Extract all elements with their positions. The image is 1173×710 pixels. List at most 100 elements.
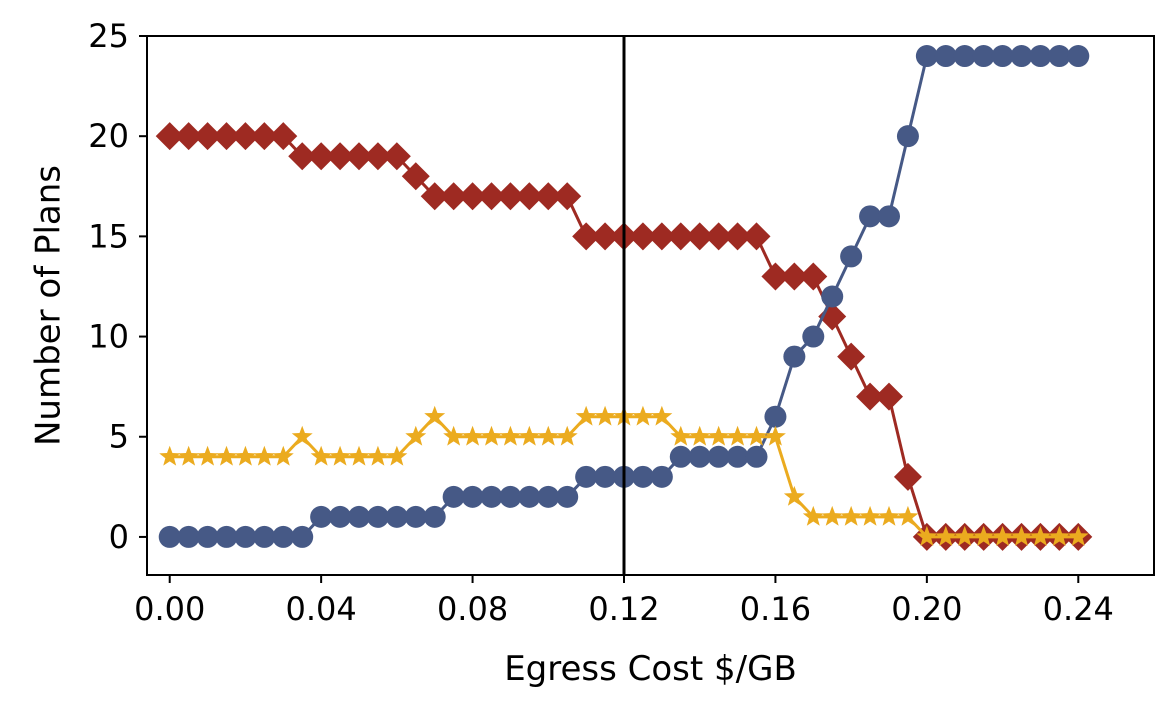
data-point [348, 505, 370, 528]
data-point [575, 405, 597, 426]
data-point [386, 445, 408, 466]
data-point [935, 525, 957, 546]
data-point [666, 222, 695, 251]
data-point [178, 445, 200, 466]
data-point [155, 122, 184, 151]
data-point [310, 445, 332, 466]
data-point [231, 122, 260, 151]
data-point [572, 222, 601, 251]
data-point [534, 182, 563, 211]
data-point [742, 222, 771, 251]
data-point [1067, 525, 1089, 546]
data-point [761, 262, 790, 291]
data-point [934, 45, 957, 68]
data-point [897, 505, 919, 526]
y-tick-label: 25 [88, 17, 129, 55]
y-tick-label: 0 [109, 518, 129, 556]
data-point [953, 45, 976, 68]
data-point [310, 505, 333, 528]
data-point [670, 425, 692, 446]
data-point [594, 405, 616, 426]
x-tick-label: 0.20 [891, 590, 962, 628]
data-point [632, 405, 654, 426]
data-point [458, 182, 487, 211]
data-point [915, 45, 938, 68]
data-point [859, 205, 882, 228]
data-point [272, 525, 295, 548]
data-point [916, 525, 938, 546]
data-point [272, 445, 294, 466]
data-point [954, 525, 976, 546]
data-point [1029, 45, 1052, 68]
data-point [783, 485, 805, 506]
data-point [481, 425, 502, 446]
data-point [727, 425, 749, 446]
data-point [628, 222, 657, 251]
data-point [423, 505, 446, 528]
data-point [537, 425, 559, 446]
data-point [1010, 45, 1033, 68]
data-point [515, 182, 544, 211]
data-point [216, 445, 237, 466]
data-point [802, 325, 825, 348]
data-point [499, 425, 521, 446]
data-point [480, 485, 503, 508]
data-point [518, 425, 540, 446]
x-tick-label: 0.00 [134, 590, 205, 628]
data-point [821, 285, 844, 308]
data-point [442, 485, 465, 508]
data-point [439, 182, 468, 211]
data-point [973, 525, 995, 546]
data-point [799, 262, 828, 291]
data-point [591, 222, 620, 251]
data-point [385, 505, 408, 528]
data-point [329, 445, 351, 466]
data-point [193, 122, 222, 151]
data-point [234, 445, 256, 466]
x-tick-label: 0.04 [286, 590, 357, 628]
data-point [669, 445, 692, 468]
data-point [764, 405, 787, 428]
data-point [404, 505, 427, 528]
data-point [685, 222, 714, 251]
x-tick-label: 0.12 [588, 590, 659, 628]
data-point [537, 485, 560, 508]
data-point [746, 425, 767, 446]
data-point [253, 445, 275, 466]
x-axis-label: Egress Cost $/GB [504, 649, 797, 689]
data-point [348, 445, 370, 466]
axis-ticks: 0.00 0.04 0.08 0.12 0.16 0.20 0.24 0 5 10 15 20 25 [88, 17, 1114, 628]
data-point [821, 505, 843, 526]
data-point [462, 425, 484, 446]
data-point [745, 445, 768, 468]
plot-frame [146, 35, 1155, 576]
data-point [174, 122, 203, 151]
data-point [726, 445, 749, 468]
data-point [780, 262, 809, 291]
data-point [401, 162, 430, 191]
y-tick-label: 15 [88, 217, 129, 255]
x-tick-label: 0.08 [437, 590, 508, 628]
data-point [1011, 525, 1032, 546]
data-point [723, 222, 752, 251]
data-point [215, 525, 238, 548]
data-point [878, 505, 900, 526]
data-point [764, 425, 786, 446]
data-point [688, 445, 711, 468]
series-circle [158, 45, 1090, 548]
data-point [443, 425, 465, 446]
data-point [553, 182, 582, 211]
data-point [269, 122, 298, 151]
data-point [837, 342, 866, 371]
data-point [704, 222, 733, 251]
data-point [1067, 45, 1090, 68]
data-point [893, 462, 922, 491]
data-point [329, 505, 352, 528]
data-point [363, 142, 392, 171]
data-point [291, 525, 314, 548]
data-point [253, 525, 276, 548]
data-point [405, 425, 427, 446]
data-point [158, 525, 181, 548]
data-point [234, 525, 257, 548]
y-axis-label: Number of Plans [29, 165, 69, 446]
